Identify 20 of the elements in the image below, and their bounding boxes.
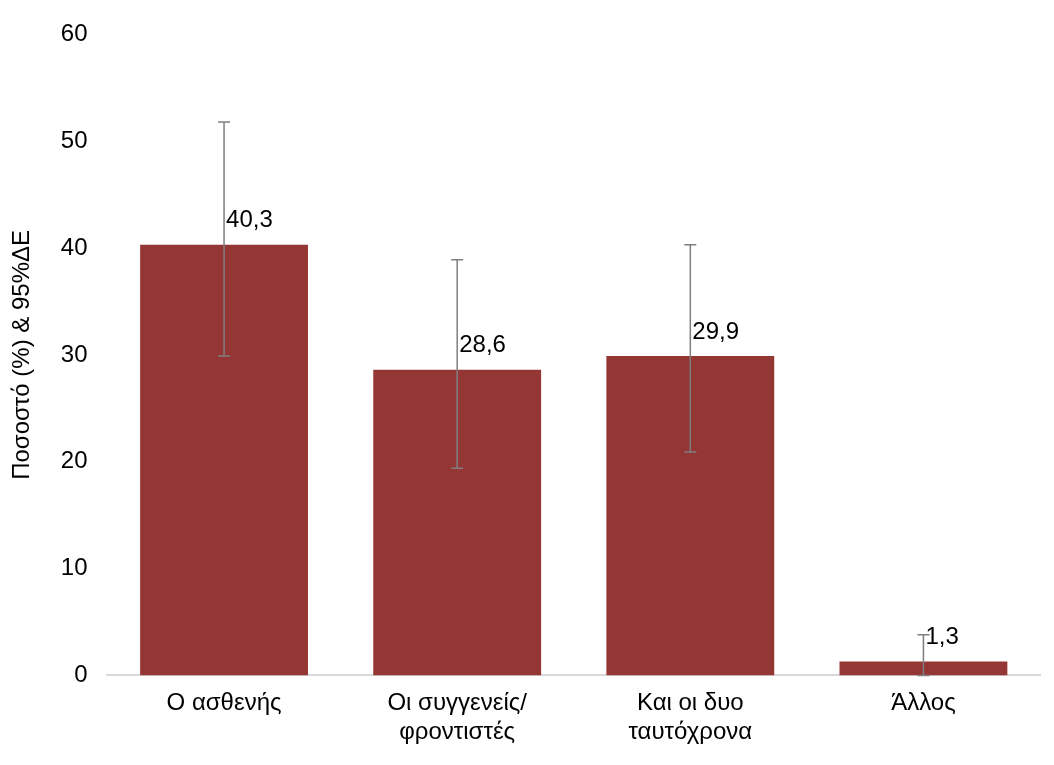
x-tick-label: Οι συγγενείς/ φροντιστές [387,688,528,745]
data-label: 40,3 [226,205,273,233]
x-tick-label: Και οι δυο ταυτόχρονα [628,688,753,745]
bar [140,244,308,676]
bar [373,369,542,676]
y-tick-label: 60 [60,19,88,47]
y-tick-label: 30 [60,339,88,367]
data-label: 29,9 [692,316,740,344]
x-tick-label: Ο ασθενής [166,688,282,716]
data-label: 28,6 [459,330,506,358]
bar [839,661,1008,676]
y-tick-label: 20 [60,446,88,474]
y-tick-label: 0 [74,660,88,688]
y-tick-label: 40 [60,232,88,260]
y-axis-title: Ποσοστό (%) & 95%ΔΕ [7,229,35,480]
y-tick-label: 50 [60,125,88,153]
y-tick-label: 10 [60,553,88,581]
data-label: 1,3 [925,622,959,650]
bar [606,355,775,676]
x-tick-label: Άλλος [891,688,956,716]
